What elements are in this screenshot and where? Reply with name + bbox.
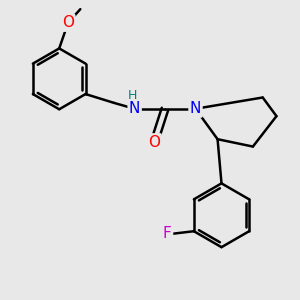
Text: O: O [62,15,74,30]
Text: H: H [128,88,137,101]
Text: N: N [129,101,140,116]
Text: F: F [163,226,172,241]
Text: N: N [190,101,201,116]
Text: O: O [148,135,160,150]
